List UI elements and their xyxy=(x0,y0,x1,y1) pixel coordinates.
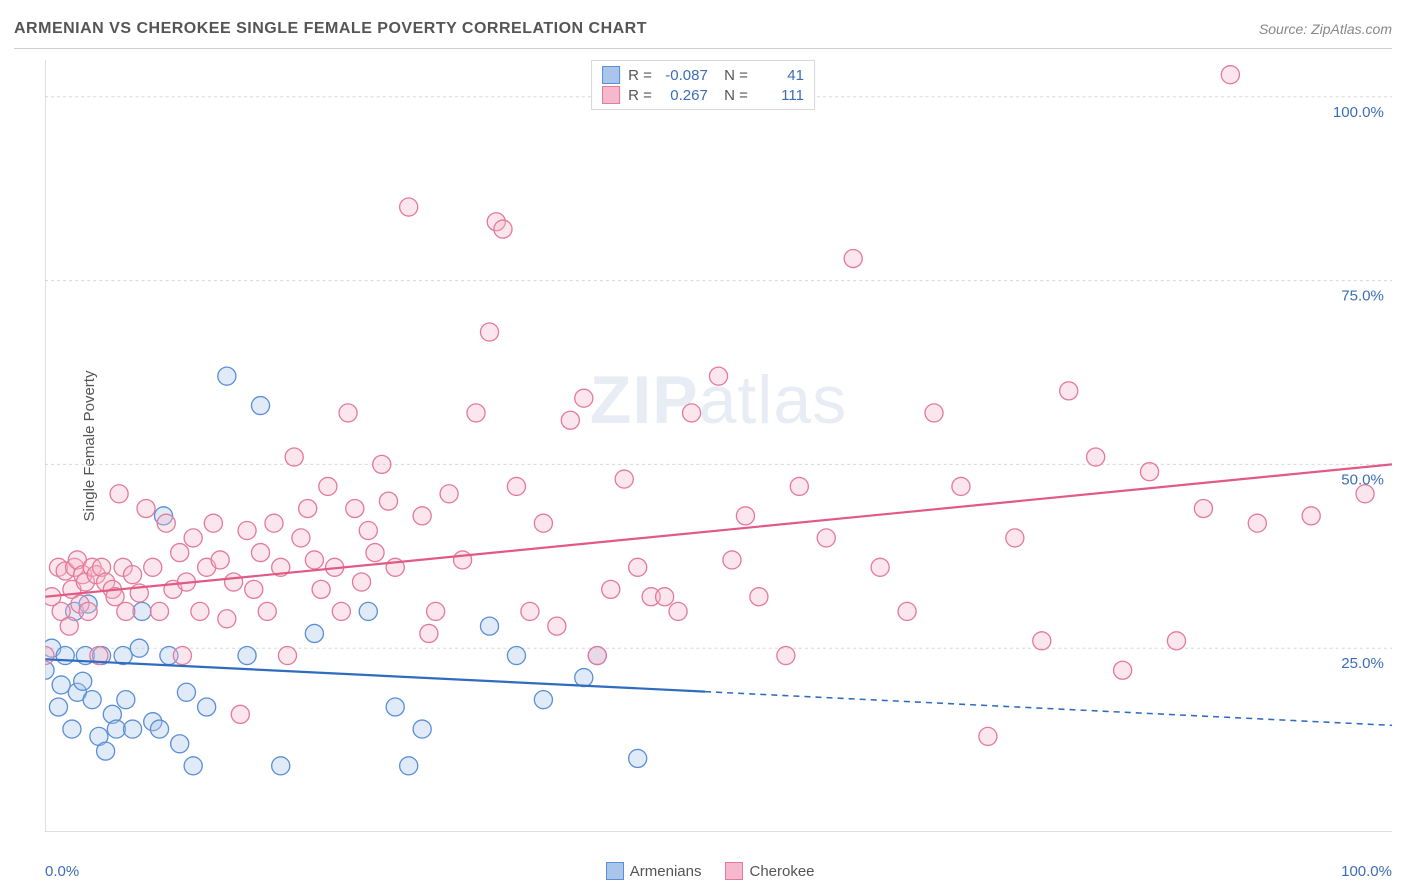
chart-title: ARMENIAN VS CHEROKEE SINGLE FEMALE POVER… xyxy=(14,20,647,38)
legend-item-armenians: Armenians xyxy=(606,862,702,880)
x-axis-max-label: 100.0% xyxy=(1341,863,1392,880)
svg-text:100.0%: 100.0% xyxy=(1333,104,1384,121)
scatter-plot: 25.0% 50.0% 75.0% 100.0% xyxy=(45,60,1392,832)
x-axis-legend: 0.0% Armenians Cherokee 100.0% xyxy=(45,862,1392,880)
legend-item-cherokee: Cherokee xyxy=(725,862,814,880)
correlation-legend: R =-0.087 N =41 R =0.267 N =111 xyxy=(591,60,815,110)
svg-text:25.0%: 25.0% xyxy=(1341,655,1384,672)
x-axis-min-label: 0.0% xyxy=(45,863,79,880)
legend-swatch-armenians-2 xyxy=(606,862,624,880)
chart-area: ZIPatlas 25.0%50.0%75.0%100.0% xyxy=(45,60,1392,832)
header-divider xyxy=(14,48,1392,49)
legend-swatch-armenians xyxy=(602,66,620,84)
svg-text:75.0%: 75.0% xyxy=(1341,288,1384,305)
svg-text:50.0%: 50.0% xyxy=(1341,471,1384,488)
legend-swatch-cherokee-2 xyxy=(725,862,743,880)
source-label: Source: ZipAtlas.com xyxy=(1259,21,1392,37)
legend-swatch-cherokee xyxy=(602,86,620,104)
